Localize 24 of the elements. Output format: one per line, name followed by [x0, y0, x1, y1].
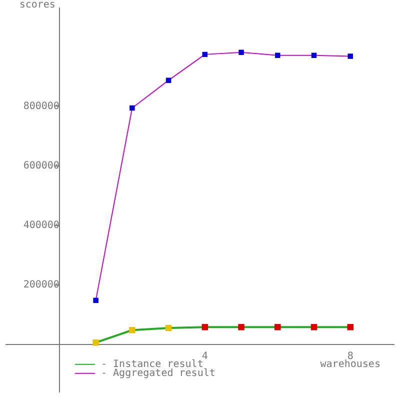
point	[92, 339, 99, 346]
y-tick-label: 800000	[23, 100, 60, 112]
point	[238, 50, 244, 55]
point	[166, 78, 172, 83]
point	[348, 54, 353, 59]
point	[311, 52, 317, 58]
y-tick-label: 200000	[23, 279, 60, 290]
point	[130, 105, 135, 111]
point	[347, 324, 354, 330]
point	[238, 324, 244, 330]
legend-label: - Aggregated result	[101, 368, 216, 379]
point	[310, 324, 318, 330]
point	[274, 324, 281, 330]
point	[165, 324, 172, 332]
point	[202, 324, 208, 330]
y-axis-title: scores	[19, 0, 56, 11]
y-tick-label: 400000	[23, 220, 60, 231]
point	[93, 298, 98, 303]
y-tick-label: 600000	[23, 160, 60, 172]
x-tick-label: 4	[202, 350, 208, 362]
point	[129, 326, 136, 334]
legend-label: - Instance result	[101, 358, 204, 370]
point	[275, 52, 280, 58]
point	[202, 52, 208, 58]
